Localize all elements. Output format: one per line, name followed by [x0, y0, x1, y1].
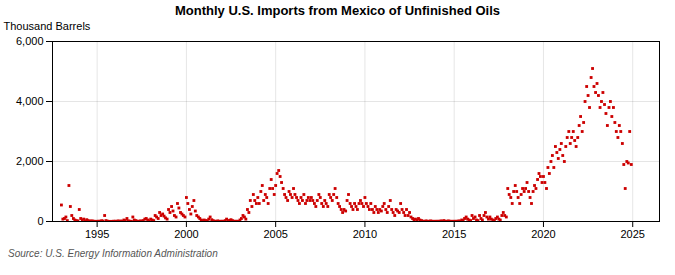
- svg-text:2015: 2015: [442, 228, 466, 240]
- svg-text:0: 0: [37, 215, 43, 227]
- svg-text:4,000: 4,000: [16, 95, 44, 107]
- svg-text:2010: 2010: [353, 228, 377, 240]
- html-text:Monthly U.S. Imports from Mexi: Monthly U.S. Imports from Mexico of Unfi…: [175, 3, 500, 18]
- svg-text:1995: 1995: [85, 228, 109, 240]
- svg-text:2,000: 2,000: [16, 155, 44, 167]
- svg-text:2020: 2020: [531, 228, 555, 240]
- svg-text:2025: 2025: [620, 228, 644, 240]
- svg-text:6,000: 6,000: [16, 35, 44, 47]
- html-text:Source: U.S. Energy Informatio: Source: U.S. Energy Information Administ…: [8, 248, 218, 259]
- svg-text:Thousand Barrels: Thousand Barrels: [4, 20, 91, 32]
- svg-text:2000: 2000: [174, 228, 198, 240]
- svg-text:2005: 2005: [263, 228, 287, 240]
